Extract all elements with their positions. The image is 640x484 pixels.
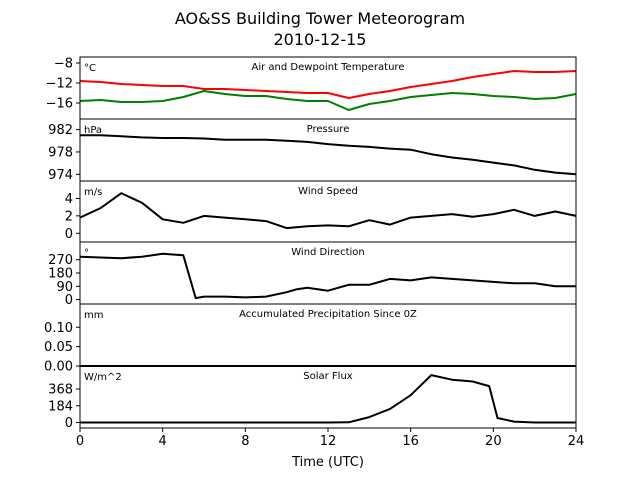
panel-unit-wind_direction: °: [84, 248, 89, 259]
ytick-label-pressure: 982: [48, 123, 73, 138]
ytick-label-pressure: 974: [48, 168, 73, 183]
ytick-label-temperature: −12: [46, 77, 73, 92]
ytick-label-pressure: 978: [48, 145, 73, 160]
ytick-label-solar_flux: 368: [48, 382, 73, 397]
panel-temperature: −8 −12 −16 °C Air and Dewpoint Temperature: [46, 56, 577, 120]
series-line-wind_direction-0: [79, 252, 576, 300]
panel-title-wind_speed: Wind Speed: [298, 186, 358, 197]
panel-unit-temperature: °C: [84, 63, 96, 74]
panel-title-pressure: Pressure: [307, 124, 350, 135]
panel-title-wind_direction: Wind Direction: [291, 247, 365, 258]
xtick-label: 16: [402, 434, 419, 449]
ytick-label-wind_direction: 180: [48, 267, 73, 282]
ytick-label-precipitation: 0.00: [44, 360, 73, 375]
ytick-label-wind_direction: 0: [65, 293, 73, 308]
ytick-label-wind_speed: 2: [65, 209, 73, 224]
ytick-label-precipitation: 0.10: [44, 321, 73, 336]
series-line-pressure-0: [80, 134, 577, 176]
ytick-label-temperature: −8: [54, 57, 73, 72]
panel-pressure: 982 978 974 hPa Pressure: [48, 118, 577, 183]
panel-title-temperature: Air and Dewpoint Temperature: [252, 62, 405, 73]
series-line-temperature-0: [79, 70, 577, 99]
ytick-label-wind_speed: 4: [65, 192, 73, 207]
panel-title-precipitation: Accumulated Precipitation Since 0Z: [239, 309, 417, 320]
panel-unit-precipitation: mm: [84, 310, 103, 321]
xtick-label: 0: [76, 434, 84, 449]
panel-unit-pressure: hPa: [84, 125, 102, 136]
panel-unit-solar_flux: W/m^2: [84, 372, 122, 383]
series-line-temperature-1: [79, 90, 577, 111]
panel-solar_flux: 368 184 0 W/m^2 Solar Flux: [48, 365, 577, 431]
panel-unit-wind_speed: m/s: [84, 187, 102, 198]
xtick-label: 12: [320, 434, 337, 449]
panel-title-solar_flux: Solar Flux: [303, 371, 353, 382]
ytick-label-wind_speed: 0: [65, 227, 73, 242]
chart-title: AO&SS Building Tower Meteorogram: [175, 9, 465, 28]
panel-precipitation: 0.10 0.05 0.00 mm Accumulated Precipitation …: [44, 303, 577, 375]
xtick-label: 4: [159, 434, 167, 449]
panel-wind_speed: 4 2 0 m/s Wind Speed: [65, 180, 577, 243]
ytick-label-precipitation: 0.05: [44, 340, 73, 355]
ytick-label-wind_direction: 90: [56, 280, 73, 295]
ytick-label-solar_flux: 184: [48, 399, 73, 414]
ytick-label-solar_flux: 0: [65, 416, 73, 431]
x-axis-label: Time (UTC): [291, 455, 364, 470]
series-line-solar_flux-0: [80, 374, 576, 424]
chart-subtitle: 2010-12-15: [274, 30, 367, 49]
xtick-label: 20: [485, 434, 502, 449]
ytick-label-temperature: −16: [46, 97, 73, 112]
xtick-label: 8: [241, 434, 249, 449]
xtick-label: 24: [568, 434, 585, 449]
ytick-label-wind_direction: 270: [48, 253, 73, 268]
series-line-wind_speed-0: [79, 192, 577, 230]
